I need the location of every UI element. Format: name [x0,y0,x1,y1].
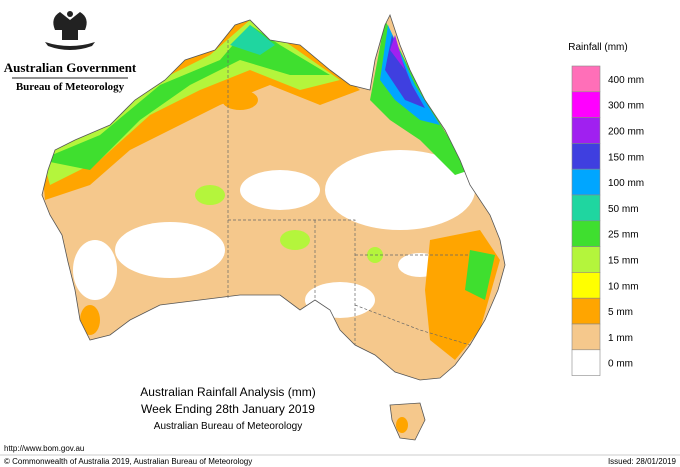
legend-swatch [571,349,601,376]
legend-swatch [571,220,601,247]
legend-label: 25 mm [608,230,639,241]
legend-label: 100 mm [608,178,644,189]
caption-title: Australian Rainfall Analysis (mm) [140,385,315,399]
legend-swatch [571,65,601,93]
legend-label: 150 mm [608,152,644,163]
legend-swatch [571,168,601,196]
legend-label: 1 mm [608,333,633,344]
legend-swatch [571,117,601,144]
government-name: Australian Government [4,60,137,75]
caption-period: Week Ending 28th January 2019 [141,402,315,416]
legend-label: 200 mm [608,127,644,138]
legend-label: 5 mm [608,307,633,318]
legend-swatch [571,272,601,299]
legend-swatch [571,143,601,170]
legend-swatch [571,323,601,351]
legend-label: 400 mm [608,75,644,86]
footer-issued: Issued: 28/01/2019 [608,457,677,466]
footer-copyright: © Commonwealth of Australia 2019, Austra… [4,457,252,466]
legend-label: 50 mm [608,204,639,215]
legend-swatch [571,91,601,118]
footer-url: http://www.bom.gov.au [4,444,84,453]
legend-label: 300 mm [608,101,644,112]
legend-swatch [571,194,601,222]
legend-label: 15 mm [608,256,639,267]
legend-title: Rainfall (mm) [568,42,627,53]
bureau-name: Bureau of Meteorology [16,81,125,93]
legend-label: 0 mm [608,359,633,370]
legend-swatch [571,246,601,273]
legend-swatch [571,297,601,325]
legend-label: 10 mm [608,281,639,292]
caption-source: Australian Bureau of Meteorology [154,421,302,432]
legend: 400 mm 300 mm 200 mm 150 mm 100 mm 50 mm 25 mm… [571,65,644,376]
rainfall-map [41,13,506,441]
emblem [45,11,95,50]
